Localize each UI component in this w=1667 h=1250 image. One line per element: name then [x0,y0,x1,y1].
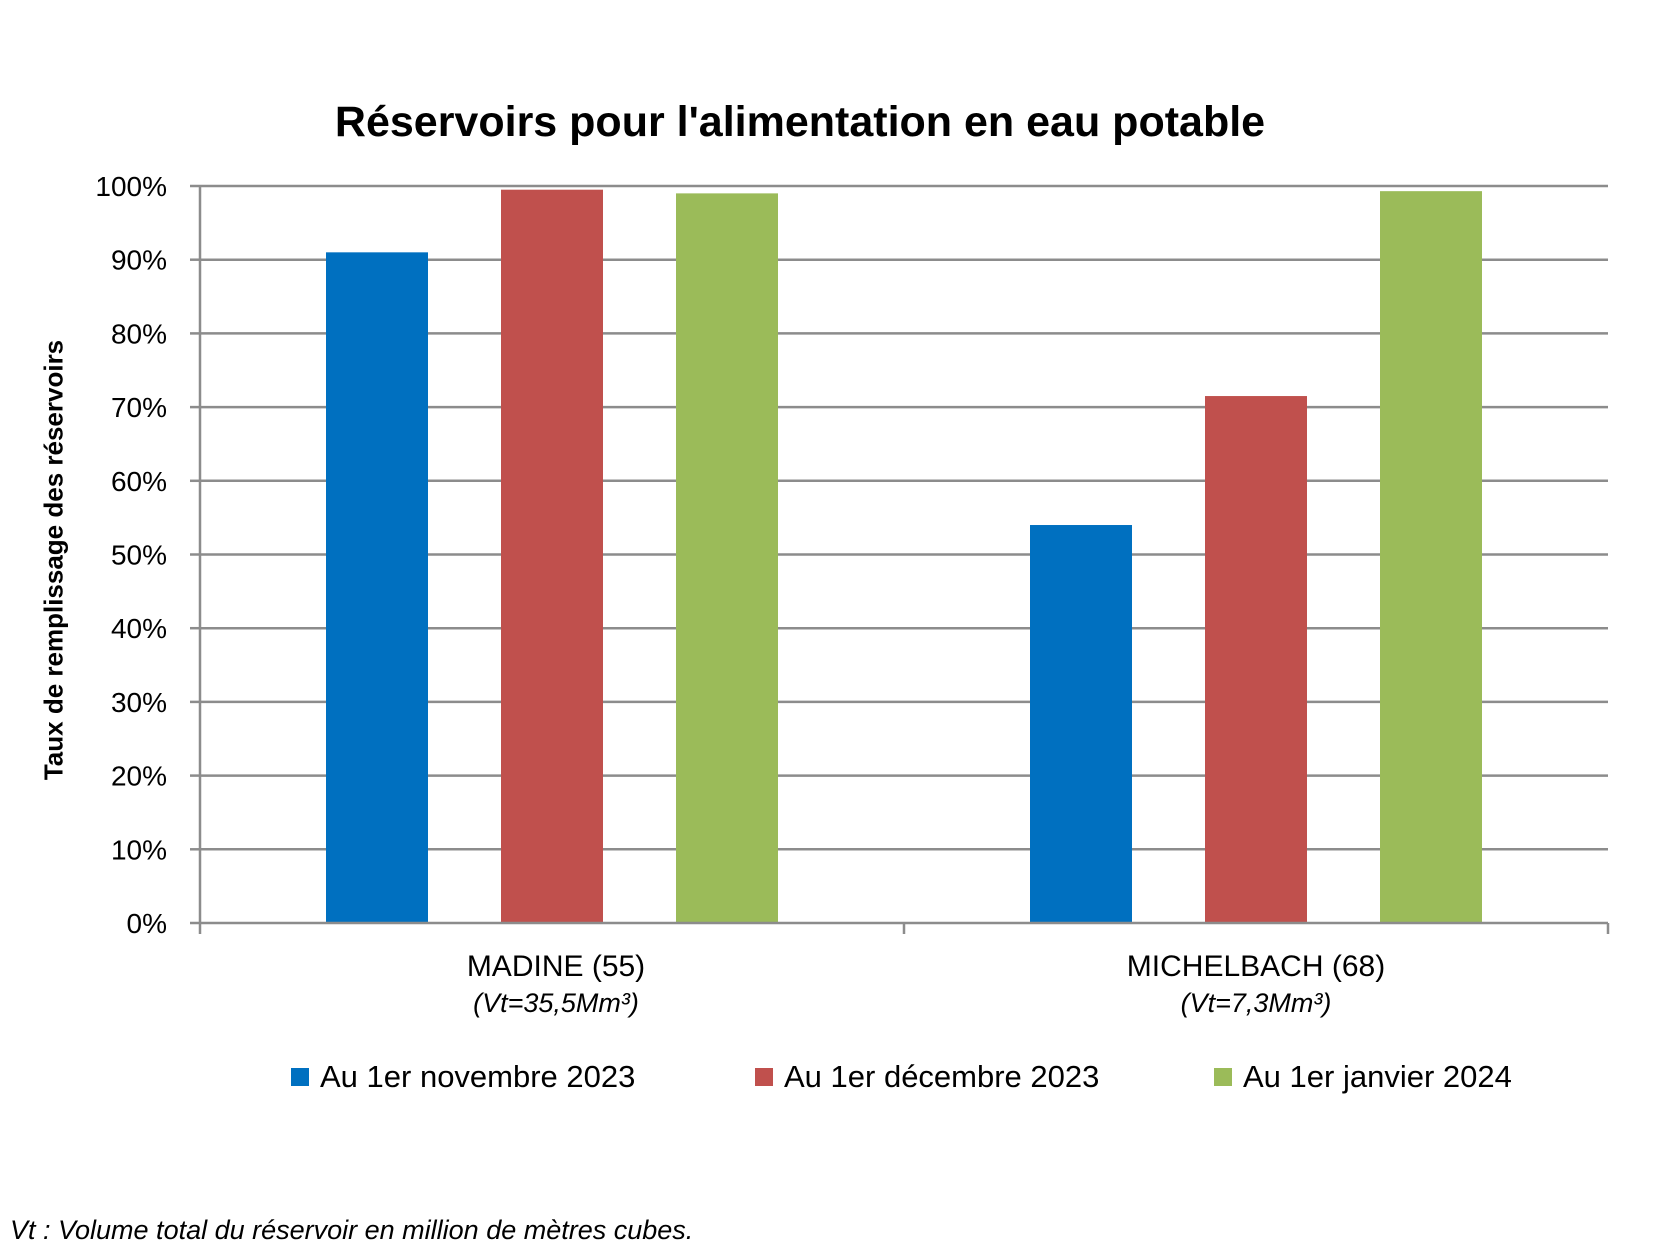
legend-swatch [291,1068,309,1086]
x-category-sublabel: (Vt=35,5Mm³) [473,988,639,1018]
x-category-label: MADINE (55) [466,950,646,983]
y-tick-label: 80% [111,318,167,349]
x-category-sublabel: (Vt=7,3Mm³) [1180,988,1332,1018]
axes [198,186,1610,934]
gridlines [190,184,1608,925]
chart-title: Réservoirs pour l'alimentation en eau po… [334,98,1266,146]
legend-swatch [755,1068,773,1086]
y-tick-label: 70% [111,392,167,423]
legend-item-november: Au 1er novembre 2023 [291,1059,635,1095]
x-category-label: MICHELBACH (68) [1126,950,1386,983]
bars [326,189,1482,923]
legend-label: Au 1er janvier 2024 [1243,1059,1512,1094]
y-tick-label: 20% [111,761,167,792]
y-tick-label: 0% [127,908,167,939]
legend-label: Au 1er décembre 2023 [784,1059,1100,1094]
y-tick-label: 60% [111,466,167,497]
legend-item-december: Au 1er décembre 2023 [755,1059,1099,1095]
y-axis-label: Taux de remplissage des réservoirs [38,339,69,781]
y-tick-label: 10% [111,834,167,865]
footnote: Vt : Volume total du réservoir en millio… [10,1215,694,1245]
bar [1030,525,1132,923]
bar [501,189,603,923]
legend-label: Au 1er novembre 2023 [320,1059,636,1094]
y-tick-label: 40% [111,613,167,644]
y-tick-label: 100% [95,171,167,202]
y-tick-label: 50% [111,540,167,571]
bar [676,193,778,923]
bar [1380,191,1482,923]
y-tick-labels: 0% 10% 20% 30% 40% 50% 60% 70% 80% 90% 100% [95,171,167,939]
legend-swatch [1214,1068,1232,1086]
bar [326,252,428,923]
x-category-madine: MADINE (55) (Vt=35,5Mm³) [356,950,756,1019]
x-category-michelbach: MICHELBACH (68) (Vt=7,3Mm³) [1056,950,1456,1019]
bar [1205,396,1307,923]
y-tick-label: 90% [111,245,167,276]
legend-item-january: Au 1er janvier 2024 [1214,1059,1512,1095]
y-tick-label: 30% [111,687,167,718]
